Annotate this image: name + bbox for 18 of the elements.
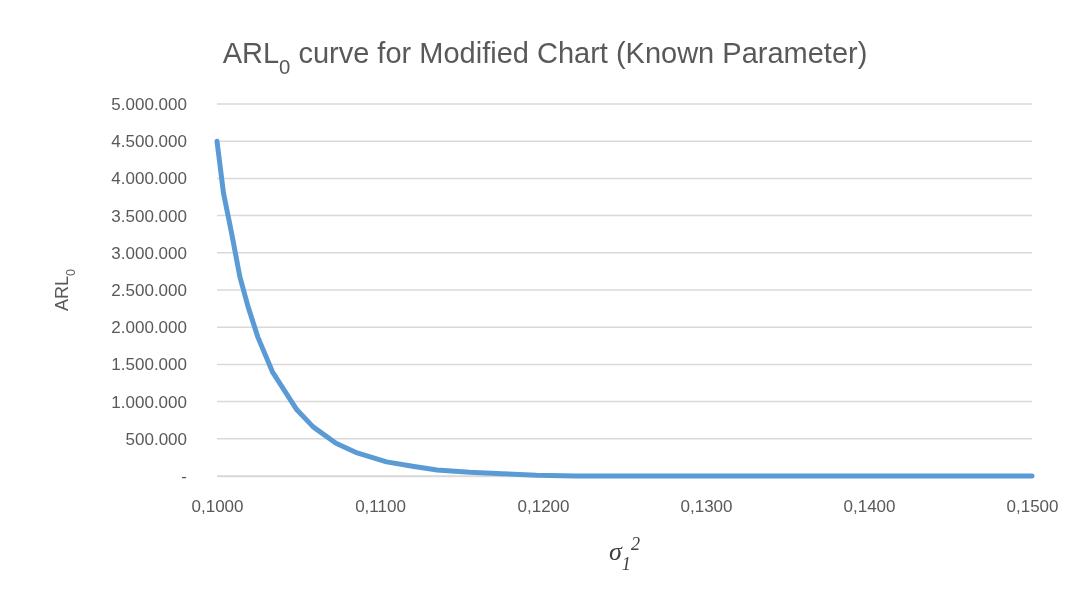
y-tick-label: 2.500.000 — [111, 280, 187, 300]
x-tick-label: 0,1200 — [517, 497, 570, 517]
y-tick-label: 3.000.000 — [111, 243, 187, 263]
y-tick-label: 1.000.000 — [111, 392, 187, 412]
y-tick-label: - — [181, 466, 187, 486]
x-tick-label: 0,1300 — [680, 497, 733, 517]
y-tick-label: 1.500.000 — [111, 355, 187, 375]
chart-title: ARL$_{0}$ curve for Modified Chart (Known Parameter) — [222, 37, 868, 78]
y-tick-label: 5.000.000 — [111, 94, 187, 114]
y-tick-label: 500.000 — [125, 429, 187, 449]
x-tick-label: 0,1000 — [191, 497, 244, 517]
y-tick-label: 4.500.000 — [111, 132, 187, 152]
x-tick-label: 0,1100 — [355, 497, 406, 517]
x-tick-label: 0,1500 — [1006, 497, 1059, 517]
x-tick-label: 0,1400 — [843, 497, 896, 517]
y-tick-label: 4.000.000 — [111, 169, 187, 189]
y-tick-label: 2.000.000 — [111, 318, 187, 338]
y-tick-label: 3.500.000 — [111, 206, 187, 226]
